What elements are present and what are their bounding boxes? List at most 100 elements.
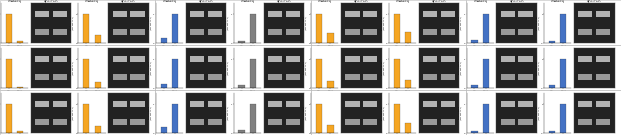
Bar bbox=[345, 119, 360, 125]
Y-axis label: Fold change
(WT set to 1): Fold change (WT set to 1) bbox=[304, 16, 307, 30]
Bar bbox=[130, 119, 145, 125]
Bar bbox=[578, 11, 592, 17]
Y-axis label: Fold change
(WT set to 1): Fold change (WT set to 1) bbox=[149, 16, 152, 30]
Bar bbox=[519, 101, 533, 107]
Bar bbox=[596, 101, 610, 107]
Bar bbox=[286, 101, 300, 107]
Bar bbox=[286, 56, 300, 62]
Bar bbox=[130, 101, 145, 107]
Bar bbox=[345, 11, 360, 17]
Bar bbox=[190, 119, 204, 125]
Title: RNAseq: RNAseq bbox=[7, 0, 21, 3]
Bar bbox=[327, 124, 333, 133]
Title: qRT-PCR: qRT-PCR bbox=[432, 0, 446, 3]
Y-axis label: Relative expr.
(WT set to 1): Relative expr. (WT set to 1) bbox=[226, 61, 229, 75]
Bar bbox=[501, 29, 515, 35]
Bar bbox=[560, 59, 566, 88]
Bar bbox=[560, 14, 566, 43]
Y-axis label: Relative expr.
(WT set to 1): Relative expr. (WT set to 1) bbox=[71, 61, 74, 75]
Title: RNAseq: RNAseq bbox=[85, 0, 99, 3]
Bar bbox=[250, 14, 256, 43]
Bar bbox=[83, 59, 89, 88]
Bar bbox=[596, 29, 610, 35]
Bar bbox=[501, 74, 515, 80]
Bar bbox=[405, 32, 411, 43]
Bar bbox=[363, 11, 378, 17]
Bar bbox=[363, 74, 378, 80]
Y-axis label: Relative expr.
(WT set to 1): Relative expr. (WT set to 1) bbox=[71, 106, 74, 120]
Bar bbox=[423, 56, 437, 62]
Bar bbox=[363, 56, 378, 62]
Bar bbox=[405, 80, 411, 88]
Title: RNAseq: RNAseq bbox=[473, 0, 487, 3]
Title: qRT-PCR: qRT-PCR bbox=[43, 0, 58, 3]
Title: qRT-PCR: qRT-PCR bbox=[354, 0, 369, 3]
Bar bbox=[501, 11, 515, 17]
Bar bbox=[519, 11, 533, 17]
Bar bbox=[17, 131, 23, 133]
Bar bbox=[6, 14, 12, 43]
Y-axis label: Relative expr.
(WT set to 1): Relative expr. (WT set to 1) bbox=[537, 106, 540, 120]
Bar bbox=[394, 59, 400, 88]
Bar bbox=[35, 101, 49, 107]
Bar bbox=[316, 14, 322, 43]
Bar bbox=[172, 59, 178, 88]
Bar bbox=[560, 104, 566, 133]
Bar bbox=[345, 56, 360, 62]
Bar bbox=[394, 14, 400, 43]
Bar bbox=[53, 101, 67, 107]
Bar bbox=[53, 29, 67, 35]
Bar bbox=[578, 29, 592, 35]
Bar bbox=[161, 38, 167, 43]
Title: qRT-PCR: qRT-PCR bbox=[587, 0, 602, 3]
Title: RNAseq: RNAseq bbox=[163, 0, 176, 3]
Bar bbox=[35, 11, 49, 17]
Bar bbox=[441, 101, 455, 107]
Bar bbox=[268, 119, 282, 125]
Bar bbox=[345, 29, 360, 35]
Bar bbox=[53, 11, 67, 17]
Bar bbox=[6, 104, 12, 133]
Bar bbox=[483, 14, 489, 43]
Bar bbox=[53, 74, 67, 80]
Bar bbox=[190, 11, 204, 17]
Bar bbox=[35, 56, 49, 62]
Bar bbox=[501, 119, 515, 125]
Bar bbox=[190, 56, 204, 62]
Bar bbox=[471, 40, 478, 43]
Bar bbox=[441, 74, 455, 80]
Y-axis label: Relative expr.
(WT set to 1): Relative expr. (WT set to 1) bbox=[381, 61, 384, 75]
Bar bbox=[208, 119, 222, 125]
Bar bbox=[268, 101, 282, 107]
Bar bbox=[190, 74, 204, 80]
Bar bbox=[17, 87, 23, 88]
Bar bbox=[268, 29, 282, 35]
Bar bbox=[83, 104, 89, 133]
Bar bbox=[112, 29, 127, 35]
Bar bbox=[190, 101, 204, 107]
Bar bbox=[286, 11, 300, 17]
Bar bbox=[471, 85, 478, 88]
Y-axis label: Relative expr.
(WT set to 1): Relative expr. (WT set to 1) bbox=[537, 61, 540, 75]
Bar bbox=[327, 33, 333, 43]
Bar bbox=[405, 123, 411, 133]
Bar bbox=[286, 74, 300, 80]
Title: RNAseq: RNAseq bbox=[240, 0, 254, 3]
Bar bbox=[238, 130, 245, 133]
Bar bbox=[286, 119, 300, 125]
Bar bbox=[112, 56, 127, 62]
Bar bbox=[423, 11, 437, 17]
Bar bbox=[441, 56, 455, 62]
Bar bbox=[519, 74, 533, 80]
Bar bbox=[130, 56, 145, 62]
Bar bbox=[238, 41, 245, 43]
Bar bbox=[161, 84, 167, 88]
Bar bbox=[578, 101, 592, 107]
Bar bbox=[6, 59, 12, 88]
Bar bbox=[238, 85, 245, 88]
Bar bbox=[316, 59, 322, 88]
Y-axis label: Relative expr.
(WT set to 1): Relative expr. (WT set to 1) bbox=[381, 16, 384, 30]
Bar bbox=[441, 119, 455, 125]
Bar bbox=[441, 29, 455, 35]
Bar bbox=[35, 74, 49, 80]
